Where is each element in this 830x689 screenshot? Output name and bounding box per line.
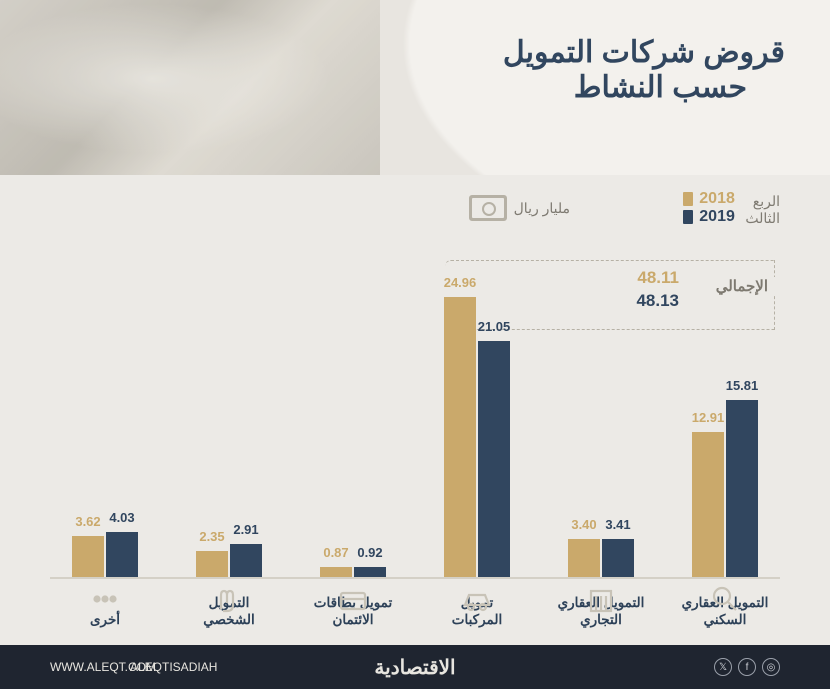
bar-2018-commercial: 3.40 (568, 539, 600, 577)
bar-2018-vehicles: 24.96 (444, 297, 476, 577)
twitter-icon: 𝕏 (714, 658, 732, 676)
social-icons: ◎ f 𝕏 (714, 658, 780, 676)
group-vehicles: 21.0524.96تمويل المركبات (422, 287, 532, 577)
value-2019-other: 4.03 (109, 510, 134, 525)
cash-icon (470, 196, 506, 220)
card-icon (298, 579, 408, 619)
bar-2019-credit: 0.92 (354, 567, 386, 577)
group-other: 4.033.62أخرى (50, 287, 160, 577)
hand-icon (174, 579, 284, 619)
footer-brand: الاقتصادية (374, 655, 455, 680)
value-2018-personal: 2.35 (199, 529, 224, 544)
bar-2018-other: 3.62 (72, 536, 104, 577)
bar-2018-credit: 0.87 (320, 567, 352, 577)
group-residential: 15.8112.91التمويل العقاري السكني (670, 287, 780, 577)
value-2018-vehicles: 24.96 (444, 275, 477, 290)
legend: الربع الثالث 2018 2019 مليار ريال (40, 190, 780, 245)
car-icon (422, 579, 532, 619)
building-icon (546, 579, 656, 619)
value-2019-credit: 0.92 (357, 545, 382, 560)
unit-label: مليار ريال (514, 200, 570, 217)
bar-2019-residential: 15.81 (726, 400, 758, 577)
bar-2018-residential: 12.91 (692, 432, 724, 577)
legend-years: 2018 2019 (683, 190, 735, 226)
footer-handle: ALEQTISADIAH (130, 660, 217, 674)
group-personal: 2.912.35التمويل الشخصي (174, 287, 284, 577)
value-2019-vehicles: 21.05 (478, 319, 511, 334)
bar-2019-other: 4.03 (106, 532, 138, 577)
title-line2: حسب النشاط (503, 70, 785, 105)
legend-chip-2019 (683, 210, 693, 224)
instagram-icon: ◎ (762, 658, 780, 676)
magnifier-icon (670, 579, 780, 619)
legend-year-2019: 2019 (699, 208, 735, 226)
title-line1: قروض شركات التمويل (503, 35, 785, 70)
unit-label-block: مليار ريال (470, 196, 570, 220)
footer: ◎ f 𝕏 ALEQTISADIAH الاقتصادية WWW.ALEQT.… (0, 645, 830, 689)
bar-chart: 15.8112.91التمويل العقاري السكني3.413.40… (50, 269, 780, 579)
facebook-icon: f (738, 658, 756, 676)
value-2019-residential: 15.81 (726, 378, 759, 393)
dots-icon (50, 579, 160, 619)
value-2018-commercial: 3.40 (571, 517, 596, 532)
bar-2019-personal: 2.91 (230, 544, 262, 577)
value-2019-commercial: 3.41 (605, 517, 630, 532)
value-2018-other: 3.62 (75, 514, 100, 529)
group-credit: 0.920.87تمويل بطاقات الائتمان (298, 287, 408, 577)
legend-period-label: الربع الثالث (745, 190, 780, 227)
value-2018-residential: 12.91 (692, 410, 725, 425)
legend-year-2018: 2018 (699, 190, 735, 208)
bar-2018-personal: 2.35 (196, 551, 228, 577)
legend-chip-2018 (683, 192, 693, 206)
title-block: قروض شركات التمويل حسب النشاط (503, 35, 785, 105)
value-2019-personal: 2.91 (233, 522, 258, 537)
header: قروض شركات التمويل حسب النشاط (0, 0, 830, 175)
bar-2019-vehicles: 21.05 (478, 341, 510, 577)
bar-2019-commercial: 3.41 (602, 539, 634, 577)
group-commercial: 3.413.40التمويل العقاري التجاري (546, 287, 656, 577)
value-2018-credit: 0.87 (323, 545, 348, 560)
